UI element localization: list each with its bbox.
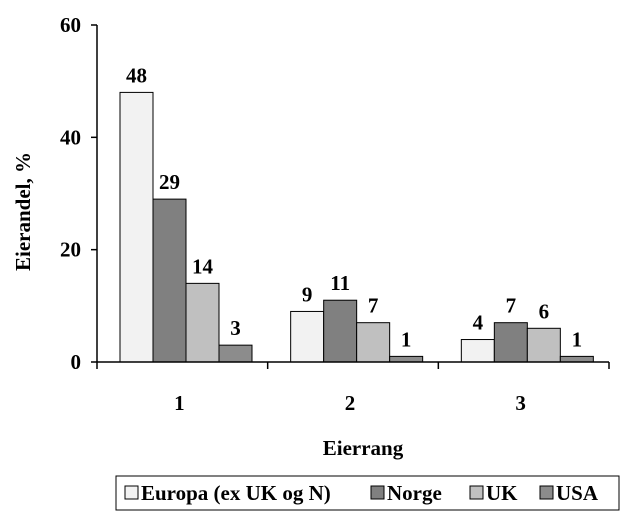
bar-europa-ex-uk-og-n-cat-2 (290, 310, 325, 363)
legend: Europa (ex UK og N) Norge UK USA (115, 475, 620, 511)
bar-usa-cat-3 (559, 355, 594, 363)
legend-swatch (124, 485, 139, 500)
bar-europa-ex-uk-og-n-cat-1 (119, 91, 154, 363)
y-ticks: 0 20 40 60 (60, 13, 97, 374)
bars-layer (119, 91, 594, 363)
data-label: 7 (506, 294, 517, 318)
bar-europa-ex-uk-og-n-cat-3 (460, 339, 495, 363)
legend-swatch (370, 485, 385, 500)
data-label: 48 (126, 63, 147, 87)
y-tick-label: 60 (60, 13, 81, 37)
bar-norge-cat-2 (323, 299, 358, 363)
bar-usa-cat-1 (218, 344, 253, 363)
legend-label: Europa (ex UK og N) (141, 481, 331, 505)
y-tick-label: 20 (60, 238, 81, 262)
bar-norge-cat-3 (493, 322, 528, 363)
bar-uk-cat-1 (185, 282, 220, 363)
legend-label: UK (486, 481, 518, 505)
data-label: 29 (159, 170, 180, 194)
legend-box (115, 475, 620, 511)
x-axis-title: Eierrang (323, 436, 404, 460)
data-label: 3 (230, 316, 241, 340)
data-label: 4 (473, 311, 484, 335)
legend-swatch (539, 485, 554, 500)
data-label: 14 (192, 254, 214, 278)
axes-layer (96, 25, 609, 363)
x-ticks: 1 2 3 (96, 362, 610, 415)
bar-norge-cat-1 (152, 198, 187, 363)
x-tick-label: 2 (345, 391, 356, 415)
bar-uk-cat-3 (526, 327, 561, 363)
legend-label: USA (556, 481, 599, 505)
data-label: 11 (330, 271, 350, 295)
bar-uk-cat-2 (356, 322, 391, 363)
data-label: 7 (368, 294, 379, 318)
y-tick-label: 0 (71, 350, 82, 374)
legend-swatch (469, 485, 484, 500)
data-label: 1 (572, 327, 583, 351)
data-label: 9 (302, 282, 313, 306)
y-tick-label: 40 (60, 125, 81, 149)
data-label: 6 (539, 299, 550, 323)
x-tick-label: 1 (174, 391, 185, 415)
x-tick-label: 3 (515, 391, 526, 415)
y-axis-title: Eierandel, % (11, 152, 35, 271)
legend-label: Norge (387, 481, 442, 505)
data-label: 1 (401, 327, 412, 351)
bar-usa-cat-2 (389, 355, 424, 363)
